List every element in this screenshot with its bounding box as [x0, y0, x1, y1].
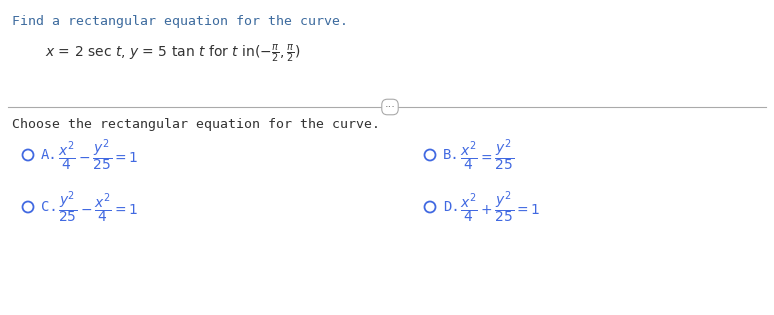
- Text: $\dfrac{x^2}{4} - \dfrac{y^2}{25} = 1$: $\dfrac{x^2}{4} - \dfrac{y^2}{25} = 1$: [58, 137, 139, 173]
- Text: D.: D.: [443, 200, 460, 214]
- Text: $\dfrac{x^2}{4} + \dfrac{y^2}{25} = 1$: $\dfrac{x^2}{4} + \dfrac{y^2}{25} = 1$: [460, 189, 540, 225]
- Text: $\dfrac{x^2}{4} = \dfrac{y^2}{25}$: $\dfrac{x^2}{4} = \dfrac{y^2}{25}$: [460, 137, 514, 173]
- Text: C.: C.: [41, 200, 58, 214]
- Text: Find a rectangular equation for the curve.: Find a rectangular equation for the curv…: [12, 15, 348, 28]
- Text: A.: A.: [41, 148, 58, 162]
- Text: $x$ = 2 sec $t$, $y$ = 5 tan $t$ for $t$ in$(- \frac{\pi}{2}, \frac{\pi}{2})$: $x$ = 2 sec $t$, $y$ = 5 tan $t$ for $t$…: [45, 42, 300, 64]
- Text: $\dfrac{y^2}{25} - \dfrac{x^2}{4} = 1$: $\dfrac{y^2}{25} - \dfrac{x^2}{4} = 1$: [58, 189, 139, 225]
- Text: Choose the rectangular equation for the curve.: Choose the rectangular equation for the …: [12, 118, 380, 131]
- Text: B.: B.: [443, 148, 460, 162]
- Text: ···: ···: [385, 102, 396, 112]
